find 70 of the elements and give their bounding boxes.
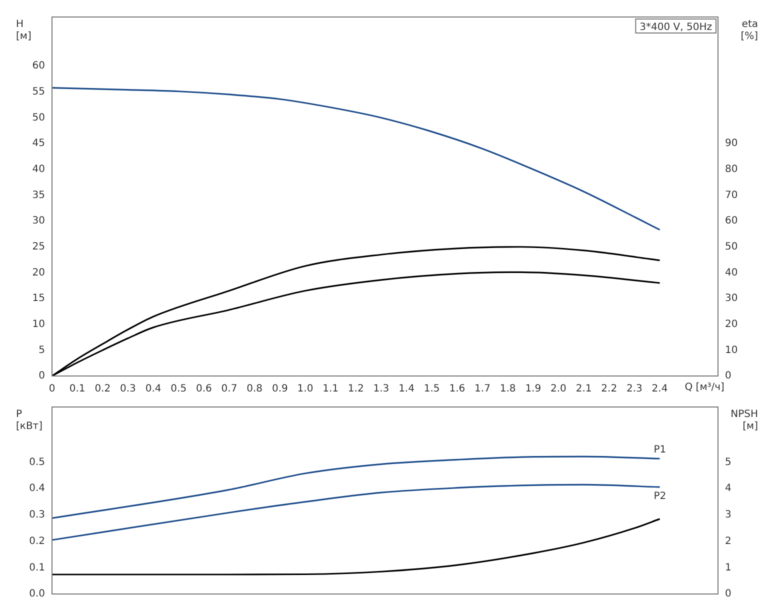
y-axis-title: H [м]	[16, 19, 32, 42]
y-tick-label: 0.4	[29, 483, 45, 494]
y2-tick-label: 1	[725, 562, 732, 574]
x-tick-label: 1.3	[373, 384, 390, 395]
y-tick-label: 10	[32, 318, 45, 330]
y2-tick-label: 0	[725, 370, 732, 382]
y-tick-label: 55	[32, 86, 45, 98]
line-series	[52, 86, 661, 231]
x-axis-title: Q [м³/ч]	[684, 382, 725, 393]
x-tick-label: 1.4	[398, 384, 414, 395]
x-tick-label: 0.9	[272, 384, 288, 395]
x-tick-label: 2.2	[601, 384, 618, 395]
y-tick-label: 60	[32, 60, 45, 72]
y-tick-label: 5	[38, 344, 45, 356]
x-tick-label: 0.2	[94, 384, 111, 395]
x-tick-label: 0	[48, 384, 56, 395]
y2-tick-label: 70	[725, 190, 738, 201]
x-tick-label: 0.5	[170, 384, 187, 395]
y-tick-label: 0.0	[29, 588, 45, 600]
x-tick-label: 0.3	[120, 384, 136, 395]
x-tick-label: 1.2	[348, 384, 364, 395]
y-tick-label: 35	[32, 190, 45, 201]
y-tick-label: 0.3	[29, 510, 45, 521]
y-tick-label: 45	[32, 138, 45, 150]
y2-tick-label: 20	[725, 318, 738, 330]
x-tick-label: 2.1	[576, 384, 592, 395]
y-tick-label: 15	[32, 293, 45, 304]
x-tick-label: 1.7	[474, 384, 490, 395]
y-tick-label: 50	[32, 112, 45, 124]
y-tick-label: 20	[32, 267, 45, 278]
x-tick-label: 0.1	[69, 384, 86, 395]
x-tick-label: 1.6	[449, 384, 466, 395]
series-label: P2	[654, 491, 666, 502]
x-tick-label: 2.3	[626, 384, 642, 395]
y2-tick-label: 80	[725, 164, 738, 175]
y-tick-label: 0.2	[29, 536, 45, 547]
y2-tick-label: 0	[725, 588, 732, 600]
x-tick-label: 1.9	[525, 384, 542, 395]
y2-tick-label: 3	[725, 510, 732, 521]
y2-tick-label: 4	[725, 483, 732, 494]
x-tick-label: 0.8	[246, 384, 263, 395]
x-tick-label: 2.0	[550, 384, 566, 395]
y2-tick-label: 5	[725, 456, 732, 468]
line-series	[52, 518, 661, 576]
y2-axis-title: NPSH [м]	[730, 409, 758, 432]
x-tick-label: 1.5	[424, 384, 440, 395]
y-tick-label: 0	[38, 370, 45, 382]
x-tick-label: 0.6	[196, 384, 212, 395]
y-axis-title: P [кВт]	[16, 409, 43, 432]
x-tick-label: 1.8	[500, 384, 516, 395]
y2-tick-label: 40	[725, 267, 738, 278]
y2-tick-label: 60	[725, 216, 738, 227]
y2-axis-title: eta [%]	[740, 19, 758, 42]
y2-tick-label: 30	[725, 293, 738, 304]
x-tick-label: 1.0	[297, 384, 314, 395]
y2-tick-label: 50	[725, 241, 738, 252]
y2-tick-label: 2	[725, 536, 732, 547]
x-tick-label: 0.4	[145, 384, 162, 395]
y-tick-label: 0.5	[29, 456, 45, 468]
annotation: 3*400 V, 50Hz	[640, 22, 712, 33]
x-tick-label: 1.1	[322, 384, 339, 395]
x-tick-label: 0.7	[221, 384, 238, 395]
series-label: P1	[654, 444, 666, 456]
y2-tick-label: 10	[725, 344, 738, 356]
x-tick-label: 2.4	[652, 384, 668, 395]
y2-tick-label: 90	[725, 138, 738, 150]
y-tick-label: 0.1	[29, 562, 45, 574]
y-tick-label: 30	[32, 216, 45, 227]
y-tick-label: 25	[32, 241, 45, 252]
y-tick-label: 40	[32, 164, 45, 175]
